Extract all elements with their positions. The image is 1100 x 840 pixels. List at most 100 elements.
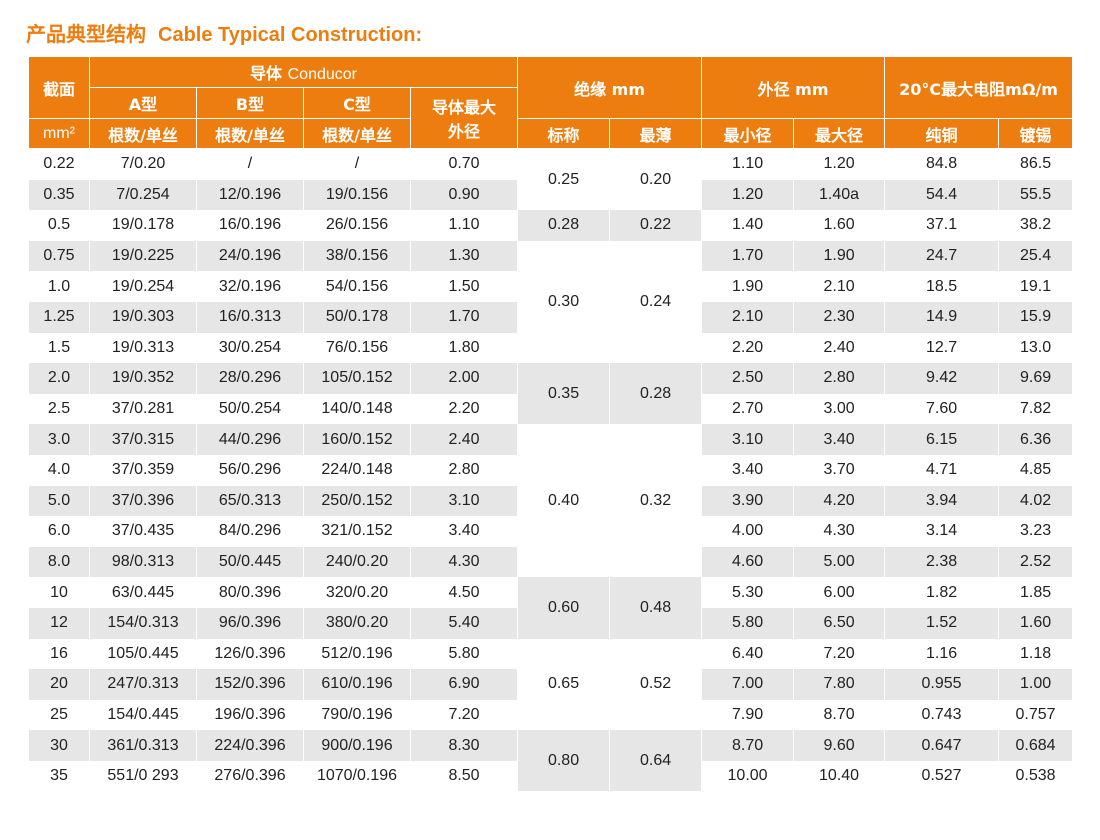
pure-copper-cell: 37.1 <box>884 210 1000 241</box>
type-a-cell: 551/0 293 <box>89 760 197 792</box>
pure-copper-cell: 1.16 <box>884 638 1000 670</box>
conductor-max-od-cell: 2.00 <box>409 363 519 394</box>
max-od-cell: 10.40 <box>793 760 886 792</box>
pure-copper-cell: 0.955 <box>884 669 1000 700</box>
header-section: 截面 <box>28 56 90 119</box>
insulation-thinnest-cell: 0.24 <box>609 240 703 364</box>
table-row: 10 63/0.445 80/0.396 320/0.20 4.50 0.60 0.48 5.… <box>28 577 1074 639</box>
header-strand-a: 根数/单丝 <box>89 118 197 149</box>
type-a-cell: 37/0.359 <box>89 454 197 486</box>
min-od-cell: 7.90 <box>701 699 795 731</box>
type-b-cell: 276/0.396 <box>196 760 304 792</box>
header-outer-diameter: 外径 mm <box>701 56 886 119</box>
max-od-cell: 2.80 <box>793 363 886 394</box>
max-od-cell: 5.00 <box>793 546 886 578</box>
pure-copper-cell: 0.647 <box>884 730 1000 761</box>
type-b-cell: 12/0.196 <box>196 179 304 211</box>
tinned-cell: 15.9 <box>998 301 1074 333</box>
min-od-cell: 1.70 <box>701 240 795 272</box>
type-c-cell: 140/0.148 <box>303 393 411 425</box>
header-strand-b: 根数/单丝 <box>196 118 304 149</box>
type-a-cell: 7/0.254 <box>89 179 197 211</box>
table-row: 2.0 19/0.352 28/0.296 105/0.152 2.00 0.35 0.28… <box>28 363 1074 425</box>
tinned-cell: 1.85 <box>998 577 1074 608</box>
type-b-cell: 224/0.396 <box>196 730 304 761</box>
max-od-cell: 2.40 <box>793 332 886 364</box>
header-strand-c: 根数/单丝 <box>303 118 411 149</box>
type-c-cell: 224/0.148 <box>303 454 411 486</box>
type-a-cell: 19/0.254 <box>89 271 197 302</box>
conductor-max-od-cell: 4.50 <box>409 577 519 608</box>
type-c-cell: 900/0.196 <box>303 730 411 761</box>
table-row: 0.75 19/0.225 24/0.196 38/0.156 1.30 0.30 0.24… <box>28 240 1074 364</box>
tinned-cell: 2.52 <box>998 546 1074 578</box>
max-od-cell: 3.70 <box>793 454 886 486</box>
page-title: 产品典型结构 Cable Typical Construction: <box>26 18 422 46</box>
section-cell: 10 <box>28 577 90 608</box>
type-c-cell: 76/0.156 <box>303 332 411 364</box>
conductor-max-od-cell: 8.50 <box>409 760 519 792</box>
header-type-c: C型 <box>303 87 411 119</box>
type-c-cell: 50/0.178 <box>303 301 411 333</box>
min-od-cell: 8.70 <box>701 730 795 761</box>
type-b-cell: 80/0.396 <box>196 577 304 608</box>
conductor-max-od-cell: 1.10 <box>409 210 519 241</box>
max-od-cell: 9.60 <box>793 730 886 761</box>
table-row: 0.5 19/0.178 16/0.196 26/0.156 1.10 0.28 0.22 1… <box>28 210 1074 241</box>
tinned-cell: 3.23 <box>998 516 1074 547</box>
pure-copper-cell: 2.38 <box>884 546 1000 578</box>
min-od-cell: 4.60 <box>701 546 795 578</box>
table-row: 1.25 19/0.303 16/0.313 50/0.178 1.70 2.10 2.30… <box>28 301 1074 333</box>
table-row: 16 105/0.445 126/0.396 512/0.196 5.80 0.65 0.5… <box>28 638 1074 731</box>
section-cell: 12 <box>28 607 90 639</box>
conductor-max-od-cell: 2.20 <box>409 393 519 425</box>
min-od-cell: 1.90 <box>701 271 795 302</box>
section-cell: 1.5 <box>28 332 90 364</box>
insulation-thinnest-cell: 0.28 <box>609 363 703 425</box>
tinned-cell: 7.82 <box>998 393 1074 425</box>
conductor-max-od-cell: 6.90 <box>409 669 519 700</box>
type-c-cell: 790/0.196 <box>303 699 411 731</box>
header-insulation: 绝缘 mm <box>517 56 703 119</box>
section-cell: 3.0 <box>28 424 90 455</box>
type-b-cell: 96/0.396 <box>196 607 304 639</box>
header-nominal: 标称 <box>517 118 611 149</box>
table-row: 8.0 98/0.313 50/0.445 240/0.20 4.30 4.60 5.00 2… <box>28 546 1074 578</box>
min-od-cell: 1.10 <box>701 148 795 180</box>
tinned-cell: 6.36 <box>998 424 1074 455</box>
pure-copper-cell: 18.5 <box>884 271 1000 302</box>
table-body: 0.22 7/0.20//0.70 0.25 0.20 1.10 1.20 84.8 86.5… <box>28 148 1074 792</box>
section-cell: 2.0 <box>28 363 90 394</box>
table-row: 25 154/0.445 196/0.396 790/0.196 7.20 7.90 8.7… <box>28 699 1074 731</box>
conductor-max-od-cell: 2.80 <box>409 454 519 486</box>
type-a-cell: 19/0.303 <box>89 301 197 333</box>
insulation-thinnest-cell: 0.20 <box>609 148 703 211</box>
min-od-cell: 2.10 <box>701 301 795 333</box>
type-c-cell: 320/0.20 <box>303 577 411 608</box>
min-od-cell: 1.20 <box>701 179 795 211</box>
conductor-max-od-cell: 8.30 <box>409 730 519 761</box>
insulation-nominal-cell: 0.60 <box>517 577 611 639</box>
tinned-cell: 25.4 <box>998 240 1074 272</box>
table-row: 1.5 19/0.313 30/0.254 76/0.156 1.80 2.20 2.40 1… <box>28 332 1074 364</box>
max-od-cell: 2.30 <box>793 301 886 333</box>
type-c-cell: 38/0.156 <box>303 240 411 272</box>
type-a-cell: 19/0.352 <box>89 363 197 394</box>
tinned-cell: 1.00 <box>998 669 1074 700</box>
pure-copper-cell: 7.60 <box>884 393 1000 425</box>
header-conductor-en: Conducor <box>287 66 357 83</box>
max-od-cell: 4.20 <box>793 485 886 517</box>
min-od-cell: 3.10 <box>701 424 795 455</box>
type-b-cell: 126/0.396 <box>196 638 304 670</box>
type-b-cell: 196/0.396 <box>196 699 304 731</box>
header-type-a: A型 <box>89 87 197 119</box>
section-cell: 25 <box>28 699 90 731</box>
insulation-nominal-cell: 0.30 <box>517 240 611 364</box>
type-a-cell: 98/0.313 <box>89 546 197 578</box>
min-od-cell: 3.40 <box>701 454 795 486</box>
pure-copper-cell: 3.14 <box>884 516 1000 547</box>
type-a-cell: 247/0.313 <box>89 669 197 700</box>
min-od-cell: 10.00 <box>701 760 795 792</box>
pure-copper-cell: 0.743 <box>884 699 1000 731</box>
tinned-cell: 4.85 <box>998 454 1074 486</box>
